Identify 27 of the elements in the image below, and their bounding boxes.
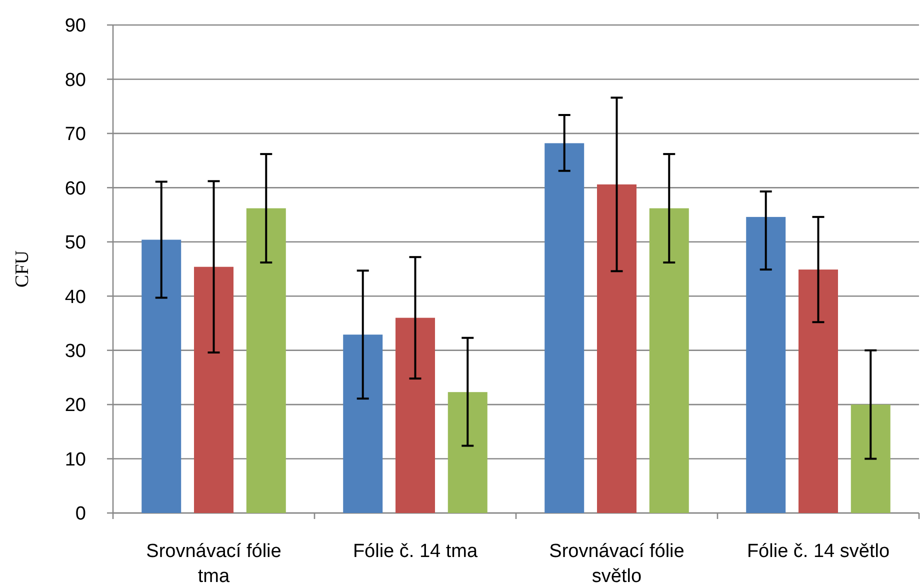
bar [597,184,636,513]
bar [448,392,488,513]
bar [746,216,786,513]
bar [798,270,838,513]
y-tick-label: 20 [64,395,86,416]
y-tick-label: 90 [64,16,86,37]
x-tick-label: Srovnávací fólie tma [146,541,282,587]
bar [544,143,584,513]
bar [194,266,234,513]
y-tick-label: 40 [64,286,86,308]
bar [343,334,383,513]
bar [396,318,435,513]
x-tick-label: Fólie č. 14 světlo [746,541,890,562]
y-tick-label: 70 [64,124,86,146]
y-tick-label: 60 [64,178,86,200]
bar [850,404,890,513]
x-tick-label: Fólie č. 14 tma [352,541,478,562]
y-tick-label: 80 [64,70,86,91]
bar [649,208,689,513]
y-tick-label: 10 [64,449,86,470]
y-axis-title: CFU [12,250,33,288]
bar [246,208,286,513]
y-tick-label: 50 [64,232,86,254]
x-tick-label: Srovnávací fólie světlo [549,541,684,587]
y-tick-label: 0 [75,504,86,525]
bar [142,240,182,513]
y-tick-label: 30 [64,340,86,362]
